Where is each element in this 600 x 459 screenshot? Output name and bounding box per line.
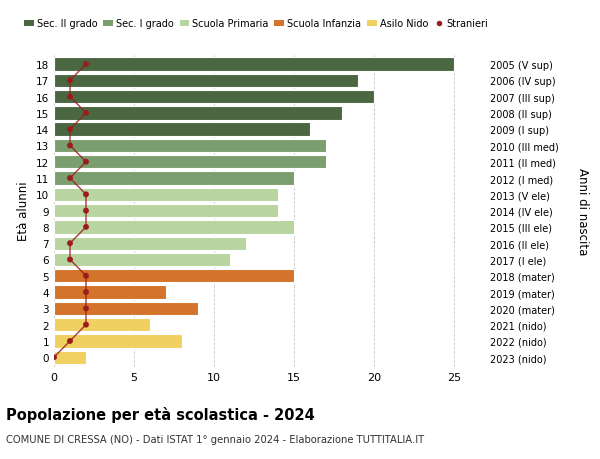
Text: Popolazione per età scolastica - 2024: Popolazione per età scolastica - 2024 [6, 406, 315, 422]
Point [65, 175, 75, 182]
Y-axis label: Anni di nascita: Anni di nascita [575, 168, 589, 255]
Point [49, 354, 59, 361]
Point [65, 78, 75, 85]
Point [81, 289, 91, 296]
Point [65, 142, 75, 150]
Bar [54, 351, 86, 364]
Bar [54, 269, 294, 283]
Point [81, 110, 91, 117]
Point [81, 159, 91, 166]
Point [65, 256, 75, 263]
Point [81, 61, 91, 68]
Bar [54, 253, 230, 267]
Bar [54, 156, 326, 169]
Bar [54, 237, 246, 250]
Point [65, 126, 75, 134]
Bar [54, 318, 150, 331]
Bar [54, 74, 358, 88]
Bar [54, 302, 198, 315]
Y-axis label: Età alunni: Età alunni [17, 181, 31, 241]
Point [65, 240, 75, 247]
Bar [54, 107, 342, 120]
Bar [54, 172, 294, 185]
Point [65, 337, 75, 345]
Bar [54, 204, 278, 218]
Point [81, 321, 91, 329]
Text: COMUNE DI CRESSA (NO) - Dati ISTAT 1° gennaio 2024 - Elaborazione TUTTITALIA.IT: COMUNE DI CRESSA (NO) - Dati ISTAT 1° ge… [6, 434, 424, 444]
Point [81, 305, 91, 312]
Point [81, 207, 91, 215]
Bar [54, 140, 326, 153]
Bar [54, 335, 182, 348]
Point [81, 224, 91, 231]
Point [81, 273, 91, 280]
Point [65, 94, 75, 101]
Legend: Sec. II grado, Sec. I grado, Scuola Primaria, Scuola Infanzia, Asilo Nido, Stran: Sec. II grado, Sec. I grado, Scuola Prim… [25, 19, 488, 29]
Point [81, 191, 91, 199]
Bar [54, 221, 294, 234]
Bar [54, 91, 374, 104]
Bar [54, 286, 166, 299]
Bar [54, 58, 454, 72]
Bar [54, 123, 310, 136]
Bar [54, 188, 278, 202]
